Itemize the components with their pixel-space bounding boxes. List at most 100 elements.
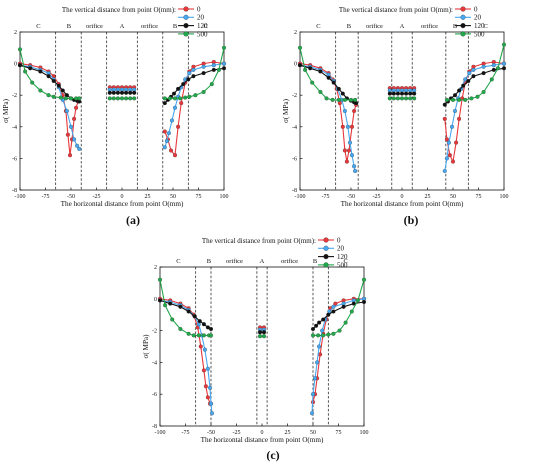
data-point: [469, 96, 474, 101]
x-tick-label: -75: [322, 194, 330, 200]
data-point: [261, 334, 267, 339]
data-point: [201, 71, 206, 76]
y-tick-label: -4: [152, 360, 157, 366]
x-tick-label: -75: [42, 194, 50, 200]
plot-frame: [19, 31, 225, 191]
data-point: [457, 97, 462, 102]
data-point: [60, 88, 65, 93]
data-point: [128, 90, 133, 95]
y-tick-label: -6: [12, 156, 17, 162]
data-point: [395, 96, 400, 101]
x-tick-label: -50: [67, 194, 75, 200]
legend-entry: 20: [337, 245, 345, 253]
data-point: [331, 331, 336, 336]
legend: The vertical distance from point O(mm): 0…: [202, 236, 348, 269]
zone-label: orifice: [86, 23, 103, 30]
data-point: [51, 94, 56, 99]
data-point: [162, 129, 167, 134]
data-point: [466, 78, 471, 84]
legend-marker: [460, 6, 466, 12]
data-point: [361, 299, 367, 305]
x-axis-label: The horizontal distance from point O(mm): [61, 200, 184, 208]
data-point: [446, 140, 451, 145]
x-tick-label: 100: [220, 194, 229, 200]
data-point: [489, 77, 494, 82]
data-point: [336, 86, 341, 91]
series-line: [159, 279, 211, 336]
x-tick-label: 75: [476, 194, 482, 200]
data-point: [310, 392, 316, 397]
data-point: [202, 347, 207, 352]
data-point: [46, 93, 51, 98]
data-point: [201, 368, 206, 373]
legend-marker: [460, 23, 466, 29]
data-point: [308, 66, 313, 71]
data-point: [454, 140, 459, 145]
data-point: [181, 82, 186, 87]
data-point: [471, 74, 476, 79]
legend-entry: 20: [197, 14, 205, 22]
data-point: [408, 96, 413, 101]
data-point: [191, 74, 196, 79]
data-point: [457, 116, 462, 121]
series-120: [157, 298, 367, 335]
data-point: [461, 83, 466, 88]
zone-label: orifice: [366, 23, 383, 30]
data-point: [64, 108, 69, 114]
zone-label: B: [173, 23, 178, 30]
data-point: [58, 95, 63, 100]
data-point: [341, 304, 346, 309]
data-point: [172, 153, 178, 158]
zone-label: A: [260, 258, 265, 265]
data-point: [72, 116, 77, 121]
data-point: [171, 91, 177, 96]
data-point: [331, 304, 336, 309]
legend-marker: [183, 6, 189, 12]
zone-label: B: [347, 23, 352, 30]
data-point: [68, 124, 74, 129]
data-point: [349, 309, 354, 314]
data-point: [208, 326, 214, 332]
data-point: [168, 148, 174, 153]
data-point: [297, 63, 303, 68]
data-point: [164, 138, 169, 144]
zone-label: orifice: [421, 23, 438, 30]
data-point: [348, 97, 354, 102]
data-point: [314, 323, 319, 328]
series-line: [299, 47, 356, 101]
data-point: [452, 93, 458, 98]
x-tick-label: -50: [347, 194, 355, 200]
y-tick-label: 0: [14, 62, 17, 68]
data-point: [344, 159, 349, 164]
data-point: [501, 61, 507, 66]
legend-title: The vertical distance from point O(mm):: [62, 6, 176, 14]
data-point: [124, 96, 129, 101]
legend-entry: 0: [337, 236, 341, 244]
legend-title: The vertical distance from point O(mm):: [202, 237, 316, 245]
y-tick-label: 2: [14, 30, 17, 36]
data-point: [162, 145, 167, 150]
data-point: [162, 101, 167, 106]
data-point: [303, 67, 308, 72]
y-tick-label: -8: [292, 188, 297, 194]
zone-label: C: [343, 258, 347, 265]
zone-label: orifice: [281, 258, 298, 265]
data-point: [169, 118, 175, 123]
legend-marker: [323, 237, 329, 243]
data-point: [198, 344, 203, 349]
data-point: [209, 411, 215, 416]
data-point: [176, 124, 181, 129]
x-tick-label: 100: [360, 430, 369, 436]
data-point: [65, 132, 70, 137]
x-tick-label: 0: [121, 194, 124, 200]
y-tick-label: -2: [152, 329, 157, 335]
data-point: [257, 330, 263, 335]
zone-label: B: [207, 258, 212, 265]
data-point: [412, 96, 417, 101]
data-point: [193, 93, 198, 98]
data-point: [201, 322, 206, 327]
panel-label: (a): [126, 213, 140, 227]
legend: The vertical distance from point O(mm): 0…: [339, 5, 485, 38]
